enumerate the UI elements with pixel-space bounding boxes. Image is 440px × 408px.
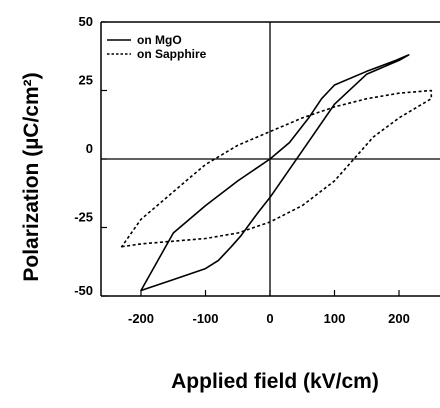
x-tick-label: 0	[266, 311, 273, 326]
series-line-mgo	[140, 54, 410, 292]
x-tick-label: -100	[192, 311, 218, 326]
legend-label: on Sapphire	[137, 47, 207, 61]
y-tick-label: 0	[86, 141, 93, 156]
y-tick-label: -25	[74, 210, 93, 225]
x-tick-label: 200	[388, 311, 410, 326]
series-layer	[120, 54, 433, 292]
y-tick-label: 25	[79, 73, 93, 88]
legend-label: on MgO	[137, 33, 182, 47]
x-tick-label: -200	[128, 311, 154, 326]
y-tick-label: 50	[79, 14, 93, 29]
ticks-layer: -200 -100 0 100 200 -50 -25 0 25 50	[74, 14, 410, 326]
y-axis-title: Polarization (µC/cm²)	[20, 72, 43, 281]
series-line-sapphire	[120, 89, 433, 248]
y-tick-label: -50	[74, 283, 93, 298]
x-tick-label: 100	[324, 311, 346, 326]
x-axis-title: Applied field (kV/cm)	[171, 370, 379, 393]
